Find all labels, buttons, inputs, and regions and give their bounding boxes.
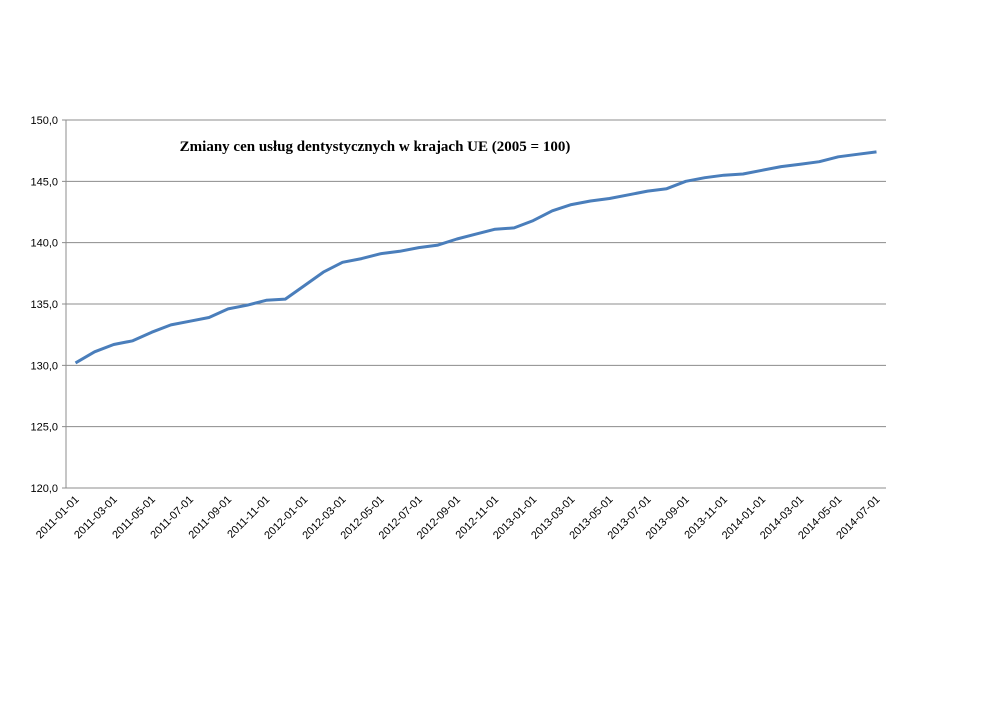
y-tick-label: 135,0 [30,299,58,311]
y-tick-label: 125,0 [30,422,58,434]
y-tick-label: 140,0 [30,238,58,250]
y-tick-label: 130,0 [30,360,58,372]
y-tick-label: 145,0 [30,176,58,188]
data-line [74,150,877,365]
y-tick-label: 150,0 [30,115,58,127]
chart-title: Zmiany cen usług dentystycznych w krajac… [180,139,571,155]
y-tick-label: 120,0 [30,483,58,495]
